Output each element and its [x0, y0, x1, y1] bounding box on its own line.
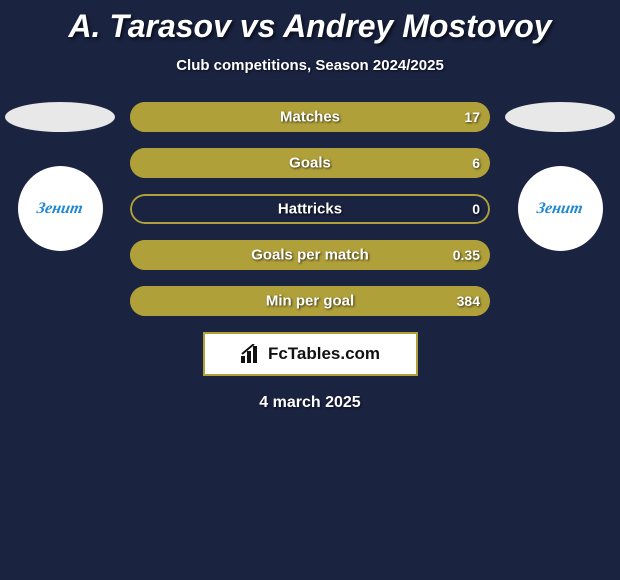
page-title: A. Tarasov vs Andrey Mostovoy [0, 8, 620, 45]
date-label: 4 march 2025 [0, 394, 620, 412]
brand-text: FcTables.com [268, 344, 380, 364]
player-left-column: Зенит [0, 102, 120, 251]
stat-row-border [130, 194, 490, 224]
player-right-avatar [505, 102, 615, 132]
player-right-club-badge: Зенит [518, 166, 603, 251]
player-right-column: Зенит [500, 102, 620, 251]
stat-row: Goals per match0.35 [130, 240, 490, 270]
stat-value-right: 6 [472, 155, 480, 171]
brand-badge[interactable]: FcTables.com [203, 332, 418, 376]
stat-value-right: 17 [464, 109, 480, 125]
player-left-club-badge: Зенит [18, 166, 103, 251]
stat-row: Hattricks0 [130, 194, 490, 224]
zenit-logo-text: Зенит [536, 200, 585, 218]
player-left-avatar [5, 102, 115, 132]
comparison-card: A. Tarasov vs Andrey Mostovoy Club compe… [0, 0, 620, 412]
stat-value-right: 384 [457, 293, 480, 309]
stat-row: Min per goal384 [130, 286, 490, 316]
zenit-logo-text: Зенит [36, 200, 85, 218]
stat-label: Hattricks [130, 201, 490, 218]
stat-bar-right [130, 102, 490, 132]
comparison-body: Зенит Зенит Matches17 Goals6 Hattricks0 Goa… [0, 102, 620, 322]
stat-row: Goals6 [130, 148, 490, 178]
stat-value-right: 0.35 [453, 247, 480, 263]
stat-bar-right [130, 286, 490, 316]
stat-bar-right [130, 148, 490, 178]
stat-bar-right [130, 240, 490, 270]
stat-value-right: 0 [472, 201, 480, 217]
bar-chart-icon [240, 344, 262, 364]
stat-row: Matches17 [130, 102, 490, 132]
stats-list: Matches17 Goals6 Hattricks0 Goals per match… [130, 102, 490, 332]
subtitle: Club competitions, Season 2024/2025 [0, 57, 620, 74]
